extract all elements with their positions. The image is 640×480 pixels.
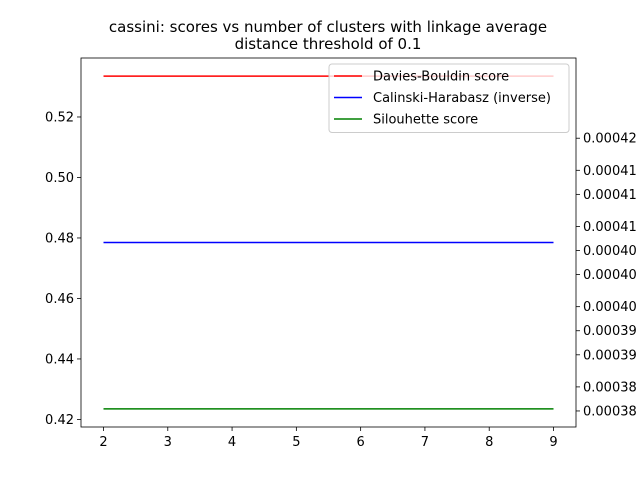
left-y-tick-label: 0.42 bbox=[45, 413, 74, 428]
right-y-tick-label: 0.00041 bbox=[583, 164, 637, 179]
left-y-tick-label: 0.52 bbox=[45, 110, 74, 125]
right-y-tick-label: 0.00038 bbox=[583, 380, 637, 395]
x-tick-label: 9 bbox=[549, 435, 557, 450]
right-y-tick-label: 0.00039 bbox=[583, 348, 637, 363]
legend-label-2: Calinski-Harabasz (inverse) bbox=[373, 91, 551, 106]
chart-title-line-1: cassini: scores vs number of clusters wi… bbox=[109, 18, 547, 36]
right-y-tick-label: 0.00039 bbox=[583, 324, 637, 339]
right-y-tick-label: 0.00041 bbox=[583, 220, 637, 235]
x-tick-label: 2 bbox=[99, 435, 107, 450]
right-y-tick-label: 0.00040 bbox=[583, 300, 637, 315]
right-y-tick-label: 0.00040 bbox=[583, 244, 637, 259]
x-tick-label: 5 bbox=[292, 435, 300, 450]
plot-frame bbox=[80, 57, 577, 428]
left-y-tick-label: 0.50 bbox=[45, 171, 74, 186]
right-y-tick-label: 0.00042 bbox=[583, 132, 637, 147]
x-tick-label: 7 bbox=[421, 435, 429, 450]
left-y-tick-label: 0.46 bbox=[45, 292, 74, 307]
x-tick-label: 3 bbox=[164, 435, 172, 450]
x-tick-label: 6 bbox=[357, 435, 365, 450]
left-y-tick-label: 0.44 bbox=[45, 352, 74, 367]
right-y-tick-label: 0.00041 bbox=[583, 188, 637, 203]
legend-label-1: Davies-Bouldin score bbox=[373, 70, 509, 85]
right-y-tick-label: 0.00038 bbox=[583, 404, 637, 419]
chart-title-line-2: distance threshold of 0.1 bbox=[235, 35, 422, 53]
legend-label-3: Silouhette score bbox=[373, 113, 478, 128]
right-y-tick-label: 0.00040 bbox=[583, 268, 637, 283]
x-tick-label: 8 bbox=[485, 435, 493, 450]
legend-box bbox=[328, 63, 570, 133]
left-y-tick-label: 0.48 bbox=[45, 231, 74, 246]
x-tick-label: 4 bbox=[228, 435, 236, 450]
